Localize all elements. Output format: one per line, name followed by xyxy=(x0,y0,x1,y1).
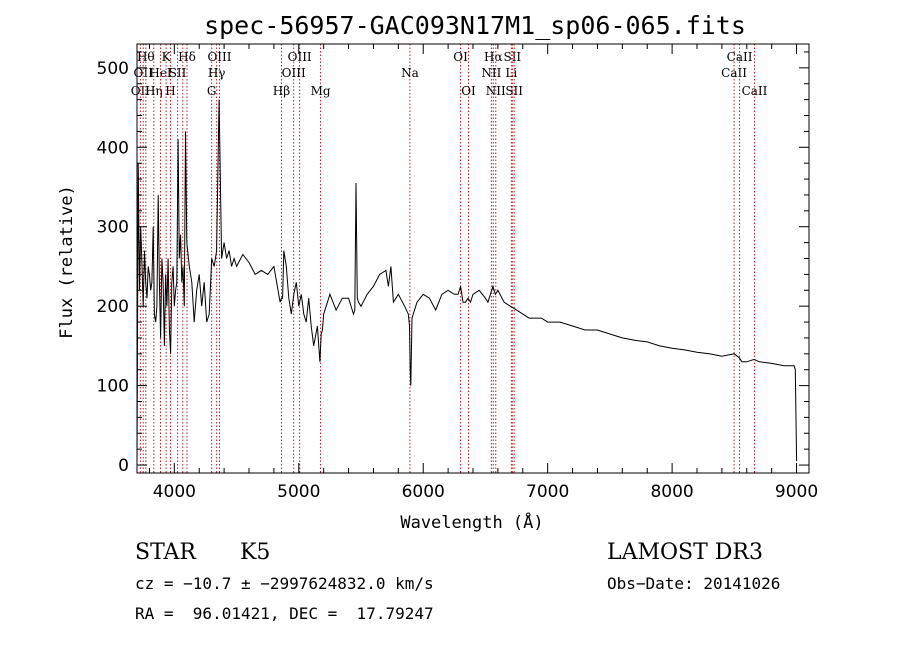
line-label: Hθ xyxy=(137,50,155,64)
line-label: Li xyxy=(505,66,517,80)
line-label: Hβ xyxy=(273,84,290,98)
line-label: SII xyxy=(503,50,521,64)
object-class: STAR xyxy=(135,540,196,565)
flux-series-line xyxy=(136,99,798,466)
line-label: CaII xyxy=(742,84,768,98)
observation-date: Obs−Date: 20141026 xyxy=(607,574,781,593)
y-axis-label: Flux (relative) xyxy=(57,185,77,339)
y-tick-label: 100 xyxy=(97,377,129,397)
x-tick-label: 5000 xyxy=(277,482,320,502)
object-subclass: K5 xyxy=(240,540,271,565)
x-tick-label: 6000 xyxy=(402,482,445,502)
y-tick-label: 400 xyxy=(97,138,129,158)
line-label: Na xyxy=(401,66,419,80)
line-label: Hα xyxy=(484,50,503,64)
line-label: OII xyxy=(134,66,154,80)
line-label: SII xyxy=(169,66,187,80)
line-label: OIII xyxy=(207,50,231,64)
x-tick-label: 9000 xyxy=(775,482,818,502)
y-tick-label: 200 xyxy=(97,297,129,317)
survey-name: LAMOST DR3 xyxy=(607,540,763,565)
line-label: OIII xyxy=(282,66,306,80)
line-label: Mg xyxy=(311,84,331,98)
plot-axes: 4000 5000 6000 7000 8000 9000 0 100 200 300 400 500 xyxy=(97,43,818,502)
line-label: H xyxy=(165,84,175,98)
x-tick-label: 7000 xyxy=(526,482,569,502)
line-label: OIII xyxy=(288,50,312,64)
line-label: CaII xyxy=(721,66,747,80)
y-tick-label: 0 xyxy=(118,456,129,476)
line-label: OI xyxy=(453,50,468,64)
ra-dec: RA = 96.01421, DEC = 17.79247 xyxy=(135,604,434,623)
line-label: CaII xyxy=(727,50,753,64)
x-tick-label: 8000 xyxy=(650,482,693,502)
line-label: OI xyxy=(461,84,476,98)
redshift-cz: cz = −10.7 ± −2997624832.0 km/s xyxy=(135,574,434,593)
chart-title: spec-56957-GAC093N17M1_sp06-065.fits xyxy=(204,11,746,40)
y-tick-label: 500 xyxy=(97,59,129,79)
y-tick-label: 300 xyxy=(97,218,129,238)
line-label: K xyxy=(162,50,172,64)
line-label: Hγ xyxy=(208,66,226,80)
line-label: NII xyxy=(486,84,506,98)
x-tick-label: 4000 xyxy=(153,482,196,502)
line-label: G xyxy=(207,84,217,98)
line-label: SII xyxy=(505,84,523,98)
line-label: NII xyxy=(481,66,501,80)
plot-frame xyxy=(136,43,810,474)
line-label: Hη xyxy=(145,84,163,98)
x-axis-label: Wavelength (Å) xyxy=(400,511,543,533)
line-label: Hδ xyxy=(178,50,196,64)
